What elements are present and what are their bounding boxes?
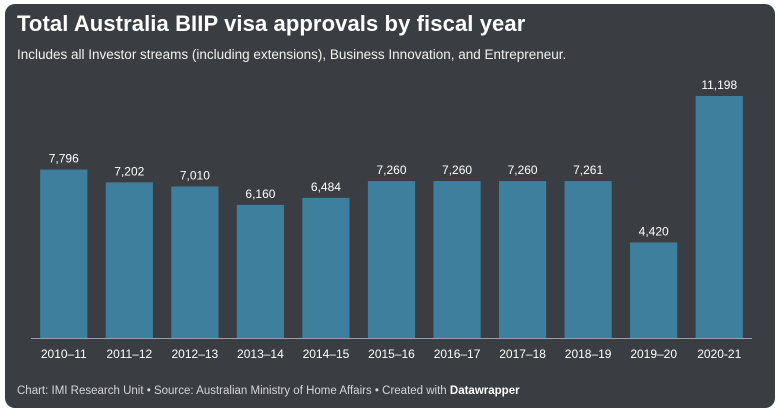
- chart-card: Total Australia BIIP visa approvals by f…: [5, 4, 775, 408]
- bar-2011–12: [105, 182, 153, 338]
- bar-2014–15: [302, 197, 350, 338]
- category-label: 2013–14: [237, 347, 284, 361]
- category-labels-group: 2010–11 2011–12 2012–13 2013–14 2014–15 2015–…: [41, 347, 742, 361]
- value-label: 7,261: [573, 163, 603, 177]
- footer-separator: •: [371, 385, 383, 397]
- category-label: 2020-21: [697, 347, 741, 361]
- bar-2019–20: [630, 242, 678, 338]
- bar-2017–18: [498, 181, 547, 338]
- footer-chart-credit: Chart: IMI Research Unit: [17, 385, 144, 397]
- value-label: 7,260: [376, 163, 406, 177]
- bar-2012–13: [171, 186, 219, 338]
- value-label: 7,010: [180, 169, 210, 183]
- chart-subtitle: Includes all Investor streams (including…: [17, 47, 567, 62]
- category-label: 2015–16: [368, 347, 415, 361]
- category-label: 2017–18: [499, 347, 546, 361]
- category-label: 2014–15: [303, 347, 350, 361]
- value-label: 7,796: [49, 152, 79, 166]
- category-label: 2016–17: [434, 347, 481, 361]
- category-label: 2018–19: [565, 347, 612, 361]
- footer-separator: •: [143, 385, 154, 397]
- category-label: 2012–13: [172, 347, 219, 361]
- chart-footer: Chart: IMI Research Unit • Source: Austr…: [17, 385, 520, 397]
- datawrapper-link[interactable]: Datawrapper: [449, 385, 520, 397]
- value-label: 4,420: [639, 224, 669, 238]
- bar-chart: 7,796 7,202 7,010 6,160 6,484 7,260 7,260 7,260…: [31, 78, 752, 361]
- bar-2010–11: [40, 169, 88, 338]
- value-label: 7,260: [508, 163, 538, 177]
- category-label: 2019–20: [630, 347, 677, 361]
- footer-created-with: Created with: [382, 385, 450, 397]
- bar-2016–17: [433, 181, 481, 338]
- value-label: 7,260: [442, 163, 472, 177]
- chart-title: Total Australia BIIP visa approvals by f…: [17, 11, 526, 36]
- value-label: 11,198: [701, 78, 737, 92]
- value-labels-group: 7,796 7,202 7,010 6,160 6,484 7,260 7,260 7,260…: [49, 78, 738, 238]
- footer-source: Source: Australian Ministry of Home Affa…: [153, 385, 372, 397]
- bar-2020-21: [695, 96, 743, 338]
- bar-2013–14: [236, 204, 284, 338]
- value-label: 6,484: [311, 180, 341, 194]
- bars-group: [40, 96, 743, 338]
- value-label: 6,160: [245, 187, 275, 201]
- category-label: 2010–11: [41, 347, 87, 361]
- bar-2018–19: [564, 181, 612, 338]
- value-label: 7,202: [114, 164, 144, 178]
- category-label: 2011–12: [106, 347, 152, 361]
- bar-2015–16: [367, 181, 416, 338]
